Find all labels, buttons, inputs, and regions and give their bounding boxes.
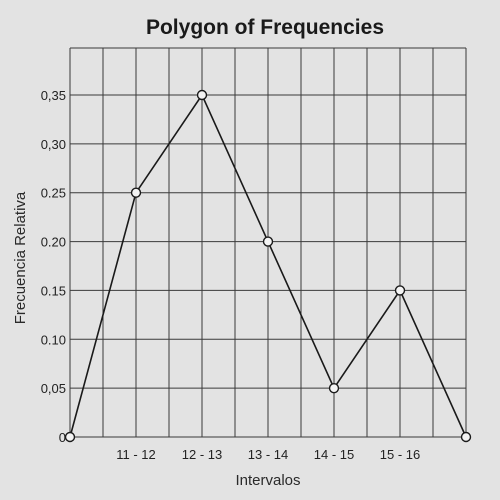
x-axis-label: Intervalos	[235, 472, 300, 489]
y-tick-label: 0.25	[41, 186, 66, 201]
data-point	[460, 431, 472, 443]
chart-title: Polygon of Frequencies	[146, 16, 384, 39]
x-tick-label: 14 - 15	[314, 447, 354, 462]
x-tick-label: 12 - 13	[182, 447, 222, 462]
y-tick-label: 0,30	[41, 137, 66, 152]
data-point	[328, 382, 340, 394]
y-tick-label: 0.15	[41, 283, 66, 298]
y-tick-label: 0.20	[41, 235, 66, 250]
x-tick-label: 11 - 12	[116, 447, 156, 462]
y-axis-label: Frecuencia Relativa	[12, 191, 29, 324]
y-tick-labels: 0 0,05 0.10 0.15 0.20 0.25 0,30 0,35	[41, 88, 66, 445]
data-points	[64, 89, 472, 443]
y-tick-label: 0.10	[41, 332, 66, 347]
x-tick-label: 13 - 14	[248, 447, 288, 462]
x-tick-labels: 11 - 12 12 - 13 13 - 14 14 - 15 15 - 16	[116, 447, 420, 462]
data-point	[64, 431, 76, 443]
y-tick-label: 0,35	[41, 88, 66, 103]
y-tick-label: 0	[59, 430, 66, 445]
x-tick-label: 15 - 16	[380, 447, 420, 462]
data-point	[394, 285, 406, 296]
data-point	[196, 89, 208, 101]
data-point	[262, 236, 274, 247]
data-point	[130, 187, 142, 198]
y-tick-label: 0,05	[41, 381, 66, 396]
